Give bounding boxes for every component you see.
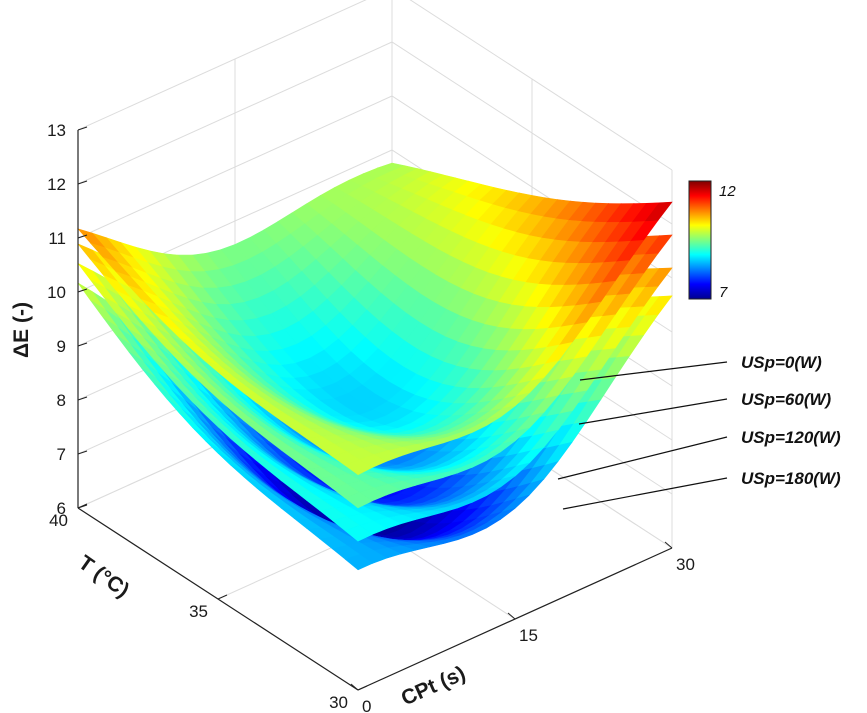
cpt-tick-mark <box>507 612 516 620</box>
cpt-tick-mark <box>350 683 359 691</box>
z-axis-label: ΔE (-) <box>10 302 33 358</box>
z-tick-label: 11 <box>48 229 66 248</box>
z-tick-label: 10 <box>47 283 66 302</box>
axes: 6 7 8 9 10 11 12 13 30 35 40 0 15 30 <box>47 121 695 713</box>
surface-patch <box>344 554 373 571</box>
t-tick-mark <box>217 594 228 600</box>
z-tick-label: 6 <box>57 499 66 518</box>
z-tick-mark <box>77 342 88 347</box>
colorbar-max-label: 12 <box>719 183 736 200</box>
series-label: USp=180(W) <box>741 469 841 488</box>
grid-line <box>77 41 673 225</box>
cpt-tick-label: 30 <box>676 555 695 574</box>
t-tick-label: 40 <box>49 511 68 530</box>
z-tick-mark <box>77 126 88 131</box>
t-tick-label: 30 <box>329 693 348 712</box>
cpt-tick-label: 0 <box>362 697 371 713</box>
z-tick-label: 8 <box>57 391 66 410</box>
colorbar: 12 7 <box>688 180 736 301</box>
z-tick-label: 9 <box>57 337 66 356</box>
surface-patch <box>344 492 373 509</box>
cpt-tick-mark <box>664 541 673 549</box>
t-axis-label: T (°C) <box>74 551 133 602</box>
t-tick-mark <box>77 503 88 509</box>
t-tick-mark <box>357 685 368 691</box>
series-label: USp=120(W) <box>741 428 841 447</box>
z-tick-mark <box>77 450 88 455</box>
z-tick-mark <box>77 288 88 293</box>
z-tick-mark <box>77 396 88 401</box>
z-tick-mark <box>77 180 88 185</box>
surface-patch <box>344 459 373 476</box>
z-tick-label: 7 <box>57 445 66 464</box>
z-tick-label: 13 <box>47 121 66 140</box>
cpt-tick-label: 15 <box>519 626 538 645</box>
grid-line <box>77 0 673 171</box>
z-tick-mark <box>77 234 88 239</box>
z-tick-label: 12 <box>47 175 66 194</box>
cpt-axis-label: CPt (s) <box>398 662 469 711</box>
colorbar-gradient <box>688 180 712 300</box>
annotation-leader <box>557 436 728 480</box>
surface-patch <box>344 525 373 542</box>
colorbar-min-label: 7 <box>719 284 728 301</box>
series-label: USp=0(W) <box>741 353 822 372</box>
annotation-leader <box>578 398 728 425</box>
annotation-leader <box>579 361 728 381</box>
t-tick-label: 35 <box>189 602 208 621</box>
series-annotations: USp=0(W) USp=60(W) USp=120(W) USp=180(W) <box>557 353 841 510</box>
series-label: USp=60(W) <box>741 390 832 409</box>
surfaces <box>77 162 673 571</box>
annotation-leader <box>562 477 728 510</box>
surface-USp=0(W) <box>77 162 673 476</box>
